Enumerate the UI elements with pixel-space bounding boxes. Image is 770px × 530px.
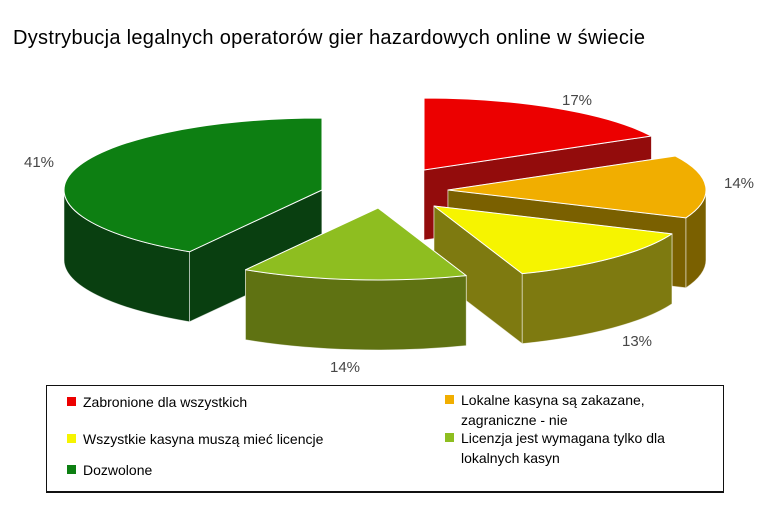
chart-title: Dystrybucja legalnych operatorów gier ha… [13, 27, 646, 49]
percent-label-lokalne-kasyna: 14% [724, 175, 755, 192]
legend-label: Dozwolone [83, 462, 153, 478]
pie-slice-top-2 [433, 205, 673, 275]
legend-item-lokalne-kasyna: Lokalne kasyna są zakazane, zagraniczne … [445, 390, 695, 430]
percent-label-dozwolone: 41% [24, 154, 55, 171]
legend-swatch-light-green [445, 433, 454, 442]
legend-label: Wszystkie kasyna muszą mieć licencje [83, 431, 324, 447]
legend-label: Lokalne kasyna są zakazane, zagraniczne … [461, 392, 645, 428]
legend-swatch-yellow [67, 434, 76, 443]
legend-item-zabronione: Zabronione dla wszystkich [67, 392, 247, 412]
pie-slice-top-0 [423, 97, 652, 171]
legend-label: Licenzja jest wymagana tylko dla lokalny… [461, 430, 665, 466]
percent-label-licencja-lokalne: 14% [330, 359, 361, 376]
legend-swatch-red [67, 397, 76, 406]
percent-label-wszystkie-kasyna: 13% [622, 333, 653, 350]
legend-item-dozwolone: Dozwolone [67, 460, 152, 480]
legend-item-wszystkie-kasyna: Wszystkie kasyna muszą mieć licencje [67, 429, 323, 449]
legend-item-licencja-lokalne: Licenzja jest wymagana tylko dla lokalny… [445, 428, 695, 468]
legend-label: Zabronione dla wszystkich [83, 394, 248, 410]
pie-slice-top-1 [447, 155, 707, 219]
legend-box: Zabronione dla wszystkich Wszystkie kasy… [46, 385, 724, 493]
pie-slice-top-3 [244, 207, 467, 281]
percent-label-zabronione: 17% [562, 92, 593, 109]
legend-swatch-gold [445, 395, 454, 404]
legend-swatch-dark-green [67, 465, 76, 474]
pie-slice-rim-3 [245, 269, 467, 351]
pie-slice-top-4 [63, 117, 323, 253]
